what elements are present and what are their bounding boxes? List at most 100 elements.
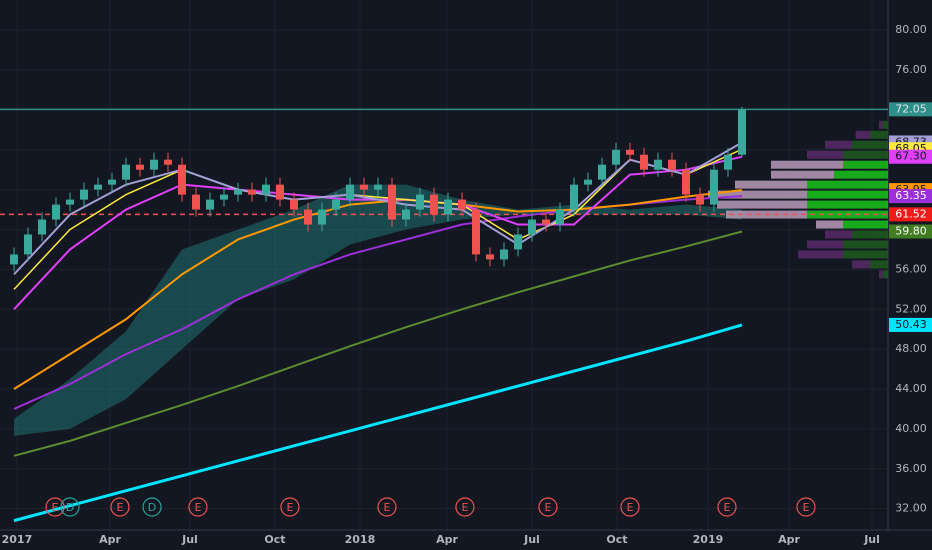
y-tick-label: 36.00 — [895, 462, 927, 475]
candle-body — [121, 164, 130, 180]
x-tick-label: Jul — [863, 533, 880, 546]
x-tick-label: Oct — [264, 533, 285, 546]
profile-up — [807, 190, 888, 199]
x-tick-label: Jul — [181, 533, 198, 546]
candle-body — [723, 154, 732, 170]
profile-up — [870, 260, 888, 269]
profile-up — [843, 220, 888, 229]
candle-body — [289, 199, 298, 210]
event-marker — [620, 497, 640, 517]
profile-down — [879, 120, 883, 129]
event-label: D — [148, 501, 156, 514]
event-label: E — [627, 501, 634, 514]
event-label: E — [461, 501, 468, 514]
profile-up — [852, 140, 888, 149]
event-label: E — [724, 501, 731, 514]
candle-body — [373, 184, 382, 190]
event-marker — [60, 497, 80, 517]
candle-body — [737, 109, 746, 155]
price-label: 61.52 — [895, 207, 927, 220]
candle-body — [415, 194, 424, 210]
price-label: 72.05 — [895, 102, 927, 115]
y-tick-label: 44.00 — [895, 382, 927, 395]
profile-up — [870, 130, 888, 139]
candle-body — [681, 169, 690, 195]
event-marker — [142, 497, 162, 517]
price-label-box — [889, 102, 932, 117]
profile-up — [807, 200, 888, 209]
y-tick-label: 76.00 — [895, 63, 927, 76]
moving-average — [13, 230, 743, 457]
x-tick-label: 2018 — [345, 533, 376, 546]
profile-down — [735, 180, 807, 189]
candle-body — [65, 199, 74, 205]
profile-down — [798, 250, 843, 259]
y-tick-label: 32.00 — [895, 502, 927, 515]
candle-body — [625, 149, 634, 155]
candle-body — [23, 234, 32, 255]
event-label: E — [52, 501, 59, 514]
event-label: D — [66, 501, 74, 514]
profile-down — [771, 160, 843, 169]
event-label: E — [194, 501, 201, 514]
candle-body — [247, 189, 256, 195]
candle-body — [303, 209, 312, 225]
event-marker — [796, 497, 816, 517]
profile-up — [834, 170, 888, 179]
candle-body — [135, 164, 144, 170]
candle-body — [331, 199, 340, 210]
candle-body — [443, 199, 452, 215]
candle-body — [51, 204, 60, 220]
candle-body — [219, 194, 228, 200]
x-tick-label: Apr — [436, 533, 458, 546]
candle-body — [555, 209, 564, 225]
profile-up — [843, 160, 888, 169]
event-label: E — [383, 501, 390, 514]
candle-body — [541, 219, 550, 225]
event-marker — [717, 497, 737, 517]
y-tick-label: 56.00 — [895, 262, 927, 275]
x-tick-label: 2019 — [693, 533, 724, 546]
profile-down — [807, 150, 843, 159]
candle-body — [485, 254, 494, 260]
x-tick-label: Apr — [99, 533, 121, 546]
price-label-box — [889, 189, 932, 204]
candle-body — [275, 184, 284, 200]
event-marker — [45, 497, 65, 517]
price-label-box — [889, 207, 932, 222]
profile-down — [855, 130, 870, 139]
candle-body — [499, 249, 508, 260]
profile-down — [879, 270, 883, 279]
candle-body — [163, 159, 172, 165]
price-label: 67.30 — [895, 150, 927, 163]
profile-up — [852, 230, 888, 239]
x-tick-label: Jul — [523, 533, 540, 546]
y-tick-label: 80.00 — [895, 23, 927, 36]
moving-average — [13, 323, 743, 523]
candle-body — [79, 189, 88, 200]
y-tick-label: 40.00 — [895, 422, 927, 435]
candle-body — [93, 184, 102, 190]
candle-body — [317, 209, 326, 225]
cloud — [13, 184, 742, 436]
candle-body — [9, 254, 18, 265]
profile-down — [771, 170, 834, 179]
profile-up — [807, 180, 888, 189]
candle-body — [583, 179, 592, 185]
candle-body — [709, 169, 718, 205]
candle-body — [191, 194, 200, 210]
candle-body — [387, 184, 396, 220]
profile-down — [807, 240, 843, 249]
y-tick-label: 52.00 — [895, 302, 927, 315]
price-label-box — [889, 149, 932, 164]
candle-body — [177, 164, 186, 195]
event-label: E — [802, 501, 809, 514]
event-label: E — [544, 501, 551, 514]
candle-body — [569, 184, 578, 210]
candle-body — [639, 154, 648, 170]
profile-down — [825, 140, 852, 149]
candle-body — [695, 194, 704, 205]
candle-body — [261, 184, 270, 195]
